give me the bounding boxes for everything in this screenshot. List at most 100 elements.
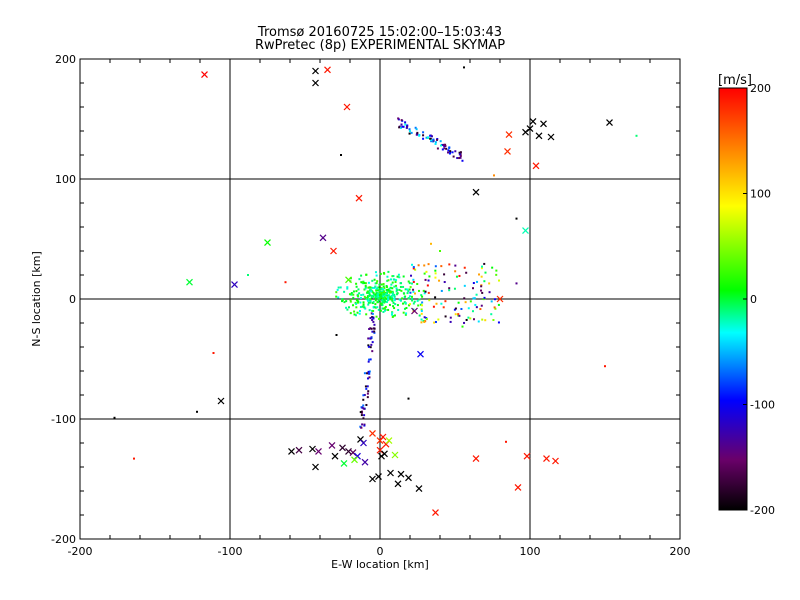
- dot-marker: [472, 287, 474, 290]
- x-marker-stroke: [405, 474, 412, 482]
- dot-marker: [383, 287, 386, 290]
- x-marker-stroke: [328, 441, 336, 449]
- dot-marker: [418, 134, 421, 137]
- dot-marker: [382, 310, 385, 313]
- dot-marker: [481, 291, 484, 294]
- dot-marker: [357, 288, 360, 291]
- dot-marker: [360, 410, 363, 413]
- dot-marker: [406, 288, 409, 291]
- dot-marker: [387, 296, 390, 299]
- dot-marker: [440, 144, 443, 147]
- dot-marker: [406, 124, 409, 127]
- dot-marker: [391, 293, 394, 296]
- dot-marker: [395, 279, 398, 282]
- dot-marker: [375, 289, 378, 292]
- dot-marker: [381, 304, 384, 307]
- dot-marker: [360, 411, 363, 414]
- x-marker: [417, 350, 424, 358]
- dot-marker: [495, 273, 498, 276]
- dot-marker: [411, 282, 414, 285]
- dot-marker: [414, 292, 417, 295]
- dot-marker: [412, 302, 415, 305]
- dot-marker: [369, 286, 372, 289]
- dot-marker: [367, 301, 370, 304]
- x-marker: [378, 452, 385, 460]
- dot-marker: [382, 307, 385, 310]
- dot-marker: [370, 327, 373, 330]
- dot-marker: [449, 316, 452, 319]
- dot-marker: [365, 387, 368, 390]
- x-marker: [339, 444, 346, 452]
- dot-marker: [373, 331, 376, 334]
- dot-marker: [386, 279, 389, 282]
- dot-marker: [398, 276, 401, 279]
- dot-marker: [383, 309, 386, 312]
- dot-marker: [375, 292, 378, 295]
- dot-marker: [495, 269, 498, 272]
- dot-marker: [388, 291, 391, 294]
- dot-marker: [423, 264, 426, 267]
- dot-marker: [378, 291, 381, 294]
- dot-marker: [406, 292, 409, 295]
- dot-marker: [370, 294, 373, 297]
- dot-marker: [378, 289, 381, 292]
- dot-marker: [407, 290, 410, 293]
- dot-marker: [374, 282, 377, 285]
- dot-marker: [364, 282, 367, 285]
- dot-marker: [371, 286, 374, 289]
- dot-marker: [416, 283, 419, 286]
- dot-marker: [458, 151, 461, 154]
- dot-marker: [366, 392, 369, 395]
- dot-marker: [405, 306, 408, 309]
- dot-marker: [404, 295, 407, 298]
- dot-marker: [365, 298, 368, 301]
- x-marker: [394, 480, 402, 488]
- dot-marker: [391, 315, 394, 318]
- dot-marker: [483, 280, 486, 283]
- dot-marker: [420, 312, 423, 315]
- dot-marker: [374, 299, 377, 302]
- x-marker-stroke: [351, 456, 358, 464]
- dot-marker: [113, 416, 116, 419]
- x-marker-stroke: [417, 350, 424, 358]
- dot-marker: [385, 292, 388, 295]
- dot-marker: [379, 294, 382, 297]
- x-tick-label: 200: [670, 545, 691, 558]
- dot-marker: [434, 265, 437, 268]
- x-marker-stroke: [217, 397, 225, 405]
- dot-marker: [352, 304, 355, 307]
- dot-marker: [247, 274, 249, 276]
- dot-marker: [335, 295, 338, 298]
- dot-marker: [410, 295, 413, 298]
- dot-marker: [416, 131, 419, 134]
- y-tick-label: 0: [69, 293, 76, 306]
- dot-marker: [424, 290, 427, 293]
- dot-marker: [364, 385, 367, 388]
- x-marker-stroke: [522, 227, 529, 235]
- dot-marker: [465, 271, 468, 274]
- dot-marker: [447, 149, 450, 152]
- colorbar-tick-label: -100: [750, 399, 775, 412]
- dot-marker: [484, 319, 487, 322]
- dot-marker: [377, 295, 380, 298]
- dot-marker: [368, 292, 371, 295]
- dot-marker: [393, 293, 396, 296]
- dot-marker: [371, 316, 374, 319]
- x-marker-stroke: [391, 451, 399, 459]
- dot-marker: [375, 282, 378, 285]
- x-marker-stroke: [264, 239, 271, 247]
- dot-marker: [391, 281, 394, 284]
- dot-marker: [488, 291, 491, 294]
- dot-marker: [395, 290, 398, 293]
- colorbar-tick-label: 0: [750, 293, 757, 306]
- dot-marker: [340, 154, 342, 156]
- dot-marker: [497, 303, 500, 306]
- dot-marker: [408, 130, 411, 133]
- dot-marker: [375, 274, 378, 277]
- dot-marker: [434, 320, 437, 323]
- dot-marker: [389, 286, 392, 289]
- dot-marker: [366, 396, 369, 399]
- dot-marker: [371, 290, 374, 293]
- dot-marker: [411, 297, 414, 300]
- dot-marker: [398, 298, 401, 301]
